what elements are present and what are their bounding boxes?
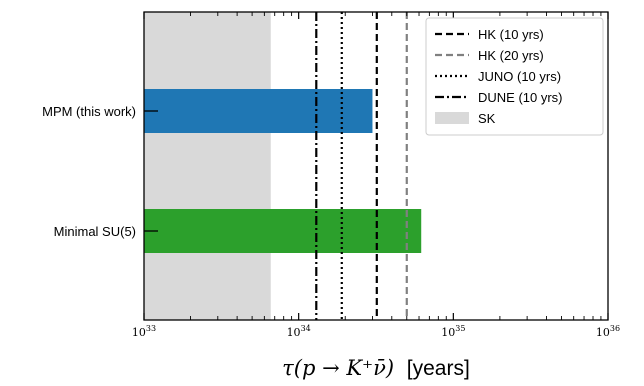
- bar-minimal-su-5: [144, 209, 422, 253]
- x-tick-label: 1034: [287, 324, 311, 339]
- legend-label-juno-10-yrs: JUNO (10 yrs): [478, 69, 561, 84]
- axes-frame: [143, 11, 609, 321]
- sk-shaded-region: [144, 12, 271, 320]
- legend-swatch-sk: [435, 112, 469, 124]
- x-tick-label: 1036: [596, 324, 620, 339]
- plot-area: [144, 12, 422, 320]
- x-tick-label: 1033: [132, 324, 156, 339]
- legend-label-dune-10-yrs: DUNE (10 yrs): [478, 90, 563, 105]
- legend-label-hk-10-yrs: HK (10 yrs): [478, 27, 544, 42]
- legend-label-hk-20-yrs: HK (20 yrs): [478, 48, 544, 63]
- legend-box: [425, 17, 604, 136]
- legend: HK (10 yrs) HK (20 yrs) JUNO (10 yrs) DUNE …: [425, 17, 604, 136]
- y-tick-label-minimal-su-5: Minimal SU(5): [54, 224, 136, 239]
- x-tick-label: 1035: [441, 324, 465, 339]
- y-tick-label-mpm-this-work: MPM (this work): [42, 104, 136, 119]
- x-axis-label: τ(p → K⁺ν̄) [years]: [282, 356, 470, 380]
- bar-mpm-this-work: [144, 89, 373, 133]
- axis-ticks: MPM (this work) Minimal SU(5) 1033 1034 1035…: [42, 12, 620, 339]
- legend-label-sk: SK: [478, 111, 496, 126]
